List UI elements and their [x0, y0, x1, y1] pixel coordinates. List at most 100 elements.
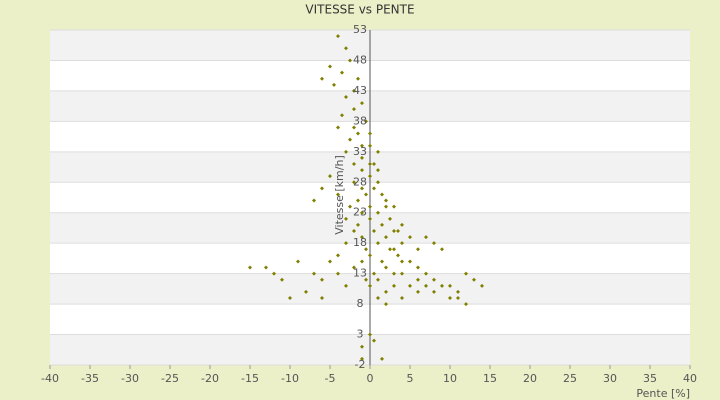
point	[328, 174, 332, 179]
point	[384, 302, 388, 307]
plot-area	[50, 29, 690, 366]
point	[368, 283, 372, 288]
point	[352, 88, 356, 93]
point	[344, 216, 348, 221]
x-tick-label: 25	[563, 372, 577, 385]
x-tick-label: 0	[367, 372, 374, 385]
point	[336, 34, 340, 39]
point	[320, 296, 324, 300]
point	[384, 265, 388, 270]
point	[356, 198, 360, 203]
point	[348, 204, 352, 209]
point	[380, 192, 384, 197]
point	[368, 253, 372, 258]
x-tick-label: -30	[121, 372, 139, 385]
x-axis-label: Pente [%]	[636, 387, 690, 400]
x-tick-label: -25	[161, 372, 179, 385]
point	[400, 259, 404, 264]
point	[368, 131, 372, 136]
point	[388, 247, 392, 252]
point	[416, 277, 420, 282]
point	[280, 277, 284, 282]
y-tick-label: 18	[353, 236, 367, 249]
point	[372, 229, 376, 233]
point	[372, 186, 376, 191]
point	[288, 296, 292, 300]
point	[360, 186, 364, 191]
point	[312, 198, 316, 203]
point	[392, 271, 396, 276]
point	[424, 283, 428, 288]
point	[352, 107, 356, 112]
point	[440, 283, 444, 288]
point	[344, 241, 348, 246]
point	[360, 168, 364, 173]
y-tick-label: 13	[353, 267, 367, 280]
point	[392, 229, 396, 233]
x-tick-label: -5	[325, 372, 336, 385]
point	[456, 296, 460, 300]
point	[352, 125, 356, 130]
point	[336, 271, 340, 276]
point	[380, 356, 384, 361]
point	[372, 338, 376, 343]
point	[328, 64, 332, 69]
point	[432, 277, 436, 282]
point	[360, 259, 364, 264]
point	[264, 265, 268, 270]
point	[384, 204, 388, 209]
point	[376, 168, 380, 173]
point	[368, 143, 372, 148]
x-tick-label: 15	[483, 372, 497, 385]
point	[344, 46, 348, 51]
point	[400, 222, 404, 227]
point	[304, 289, 308, 294]
point	[392, 283, 396, 288]
point	[348, 137, 352, 142]
point	[472, 277, 476, 282]
point	[376, 296, 380, 300]
point	[448, 283, 452, 288]
point	[368, 332, 372, 337]
point	[340, 70, 344, 75]
point	[400, 271, 404, 276]
point	[384, 198, 388, 203]
point	[356, 131, 360, 136]
point	[392, 247, 396, 252]
point	[320, 186, 324, 191]
y-tick-label: 53	[353, 23, 367, 36]
point	[432, 241, 436, 246]
point	[360, 210, 364, 215]
point	[344, 283, 348, 288]
point	[372, 271, 376, 276]
x-tick-label: 35	[643, 372, 657, 385]
x-tick-label: -15	[241, 372, 259, 385]
y-tick-label: 48	[353, 53, 367, 66]
point	[384, 289, 388, 294]
point	[416, 265, 420, 270]
x-tick-label: -35	[81, 372, 99, 385]
point	[376, 149, 380, 154]
point	[408, 283, 412, 288]
point	[368, 216, 372, 221]
y-tick-label: 43	[353, 84, 367, 97]
point	[356, 76, 360, 81]
y-tick-label: 38	[353, 114, 367, 127]
point	[416, 289, 420, 294]
x-tick-label: 20	[523, 372, 537, 385]
point	[424, 271, 428, 276]
point	[440, 247, 444, 252]
point	[356, 222, 360, 227]
point	[376, 241, 380, 246]
point	[424, 235, 428, 240]
point	[360, 101, 364, 106]
x-tick-label: -10	[281, 372, 299, 385]
point	[296, 259, 300, 264]
y-tick-label: 23	[353, 206, 367, 219]
point	[336, 125, 340, 130]
point	[368, 162, 372, 166]
point	[456, 289, 460, 294]
point	[396, 229, 400, 233]
point	[352, 162, 356, 166]
